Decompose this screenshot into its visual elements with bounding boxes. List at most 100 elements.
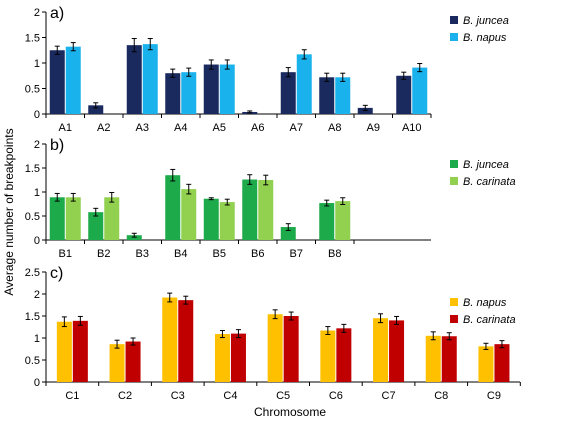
legend-swatch [450, 160, 458, 168]
bar [126, 45, 142, 114]
bar [267, 314, 283, 382]
y-tick-label: 0.5 [25, 84, 40, 96]
bar [162, 297, 178, 382]
y-axis-title: Average number of breakpoints [2, 128, 16, 295]
legend-label: B. carinata [463, 314, 516, 326]
bar [88, 212, 104, 240]
bar [280, 72, 296, 114]
bar [335, 77, 351, 114]
x-tick-label: C7 [382, 390, 396, 402]
bar [319, 77, 335, 114]
bar [494, 344, 510, 382]
y-tick-label: 1.5 [25, 311, 40, 323]
bar [425, 335, 441, 382]
x-tick-label: B8 [328, 248, 341, 260]
x-axis-title: Chromosome [254, 405, 326, 419]
x-tick-label: B4 [174, 248, 187, 260]
panel-label: a) [50, 5, 64, 22]
legend-label: B. napus [463, 32, 507, 44]
x-tick-label: B6 [251, 248, 264, 260]
bar [412, 67, 428, 114]
chart-panels: a) 0 0.5 1 1.5 2 A1 A2 A3 A4 A5 A6 A7 A8 A9 A10 B. junce… [25, 5, 521, 402]
x-tick-label: C3 [171, 390, 185, 402]
y-tick-label: 1.5 [25, 33, 40, 45]
legend-swatch [450, 177, 458, 185]
y-tick-label: 0 [34, 109, 40, 121]
bar [373, 318, 389, 382]
x-tick-label: B1 [59, 248, 72, 260]
bar [214, 334, 230, 382]
panel-label: b) [50, 137, 64, 154]
x-tick-label: B2 [97, 248, 110, 260]
x-tick-label: A4 [174, 122, 187, 134]
bar [203, 198, 219, 240]
y-tick-label: 0 [34, 377, 40, 389]
bar [336, 328, 352, 382]
x-tick-label: B5 [213, 248, 226, 260]
panel-label: c) [50, 265, 63, 282]
legend-label: B. napus [463, 297, 507, 309]
bar [357, 107, 373, 114]
y-tick-label: 2 [34, 289, 40, 301]
bar [258, 180, 274, 240]
x-tick-label: C9 [487, 390, 501, 402]
bar [219, 202, 235, 240]
bar [203, 64, 219, 114]
bar [242, 179, 258, 240]
bar [109, 344, 125, 382]
bar [335, 201, 351, 240]
bar [283, 316, 299, 382]
x-tick-label: C2 [118, 390, 132, 402]
legend-label: B. juncea [463, 159, 509, 171]
x-tick-label: A7 [290, 122, 303, 134]
x-tick-label: A3 [136, 122, 149, 134]
chart-panel-1: a) 0 0.5 1 1.5 2 A1 A2 A3 A4 A5 A6 A7 A8 A9 A10 B. junce… [25, 5, 509, 134]
bar [65, 46, 81, 114]
legend-swatch [450, 315, 458, 323]
legend-label: B. carinata [463, 176, 516, 188]
bar [296, 54, 312, 114]
bar [320, 330, 336, 382]
bar [389, 320, 405, 382]
y-tick-label: 1 [34, 58, 40, 70]
y-tick-label: 0.5 [25, 355, 40, 367]
bar [125, 341, 141, 382]
legend-label: B. juncea [463, 15, 509, 27]
y-tick-label: 2.5 [25, 267, 40, 279]
legend-swatch [450, 33, 458, 41]
x-tick-label: A8 [328, 122, 341, 134]
bar [49, 197, 65, 240]
bar [280, 227, 296, 240]
x-tick-label: C6 [329, 390, 343, 402]
y-tick-label: 1 [34, 187, 40, 199]
x-tick-label: B3 [136, 248, 149, 260]
bar [88, 105, 104, 114]
y-tick-label: 2 [34, 139, 40, 151]
bar [165, 73, 181, 114]
x-tick-label: C4 [223, 390, 237, 402]
bar [478, 346, 494, 382]
bar [219, 64, 235, 114]
bar [56, 321, 72, 382]
y-tick-label: 0.5 [25, 211, 40, 223]
y-tick-label: 1.5 [25, 163, 40, 175]
x-tick-label: A6 [251, 122, 264, 134]
legend-swatch [450, 16, 458, 24]
y-tick-label: 2 [34, 7, 40, 19]
bar [165, 175, 181, 240]
bar [441, 336, 457, 382]
bar [49, 50, 65, 114]
bar [178, 300, 194, 382]
x-tick-label: B7 [290, 248, 303, 260]
y-tick-label: 1 [34, 333, 40, 345]
bar [65, 197, 81, 240]
chart-panel-2: b) 0 0.5 1 1.5 2 B1 B2 B3 B4 B5 B6 B7 B8 B. juncea B. c… [25, 137, 516, 260]
bar [181, 189, 197, 240]
x-tick-label: A9 [367, 122, 380, 134]
x-tick-label: C1 [65, 390, 79, 402]
bar [181, 72, 197, 114]
y-tick-label: 0 [34, 235, 40, 247]
bar [72, 320, 88, 382]
x-tick-label: C5 [276, 390, 290, 402]
